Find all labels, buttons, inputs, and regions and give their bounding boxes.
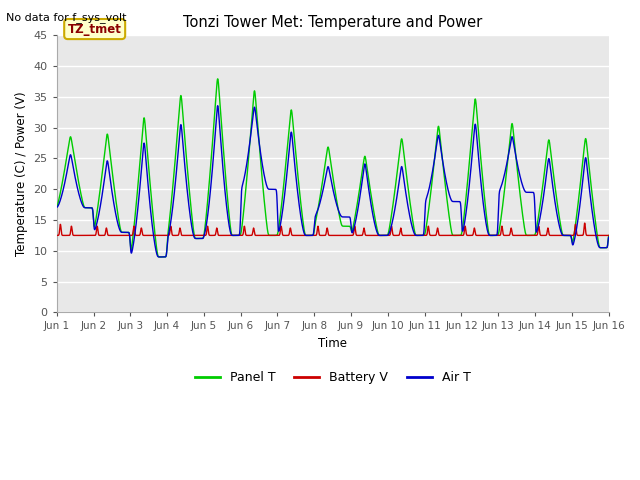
Text: TZ_tmet: TZ_tmet bbox=[68, 23, 122, 36]
Y-axis label: Temperature (C) / Power (V): Temperature (C) / Power (V) bbox=[15, 92, 28, 256]
Text: No data for f_sys_volt: No data for f_sys_volt bbox=[6, 12, 127, 23]
Legend: Panel T, Battery V, Air T: Panel T, Battery V, Air T bbox=[189, 366, 476, 389]
Title: Tonzi Tower Met: Temperature and Power: Tonzi Tower Met: Temperature and Power bbox=[183, 15, 483, 30]
X-axis label: Time: Time bbox=[318, 337, 347, 350]
